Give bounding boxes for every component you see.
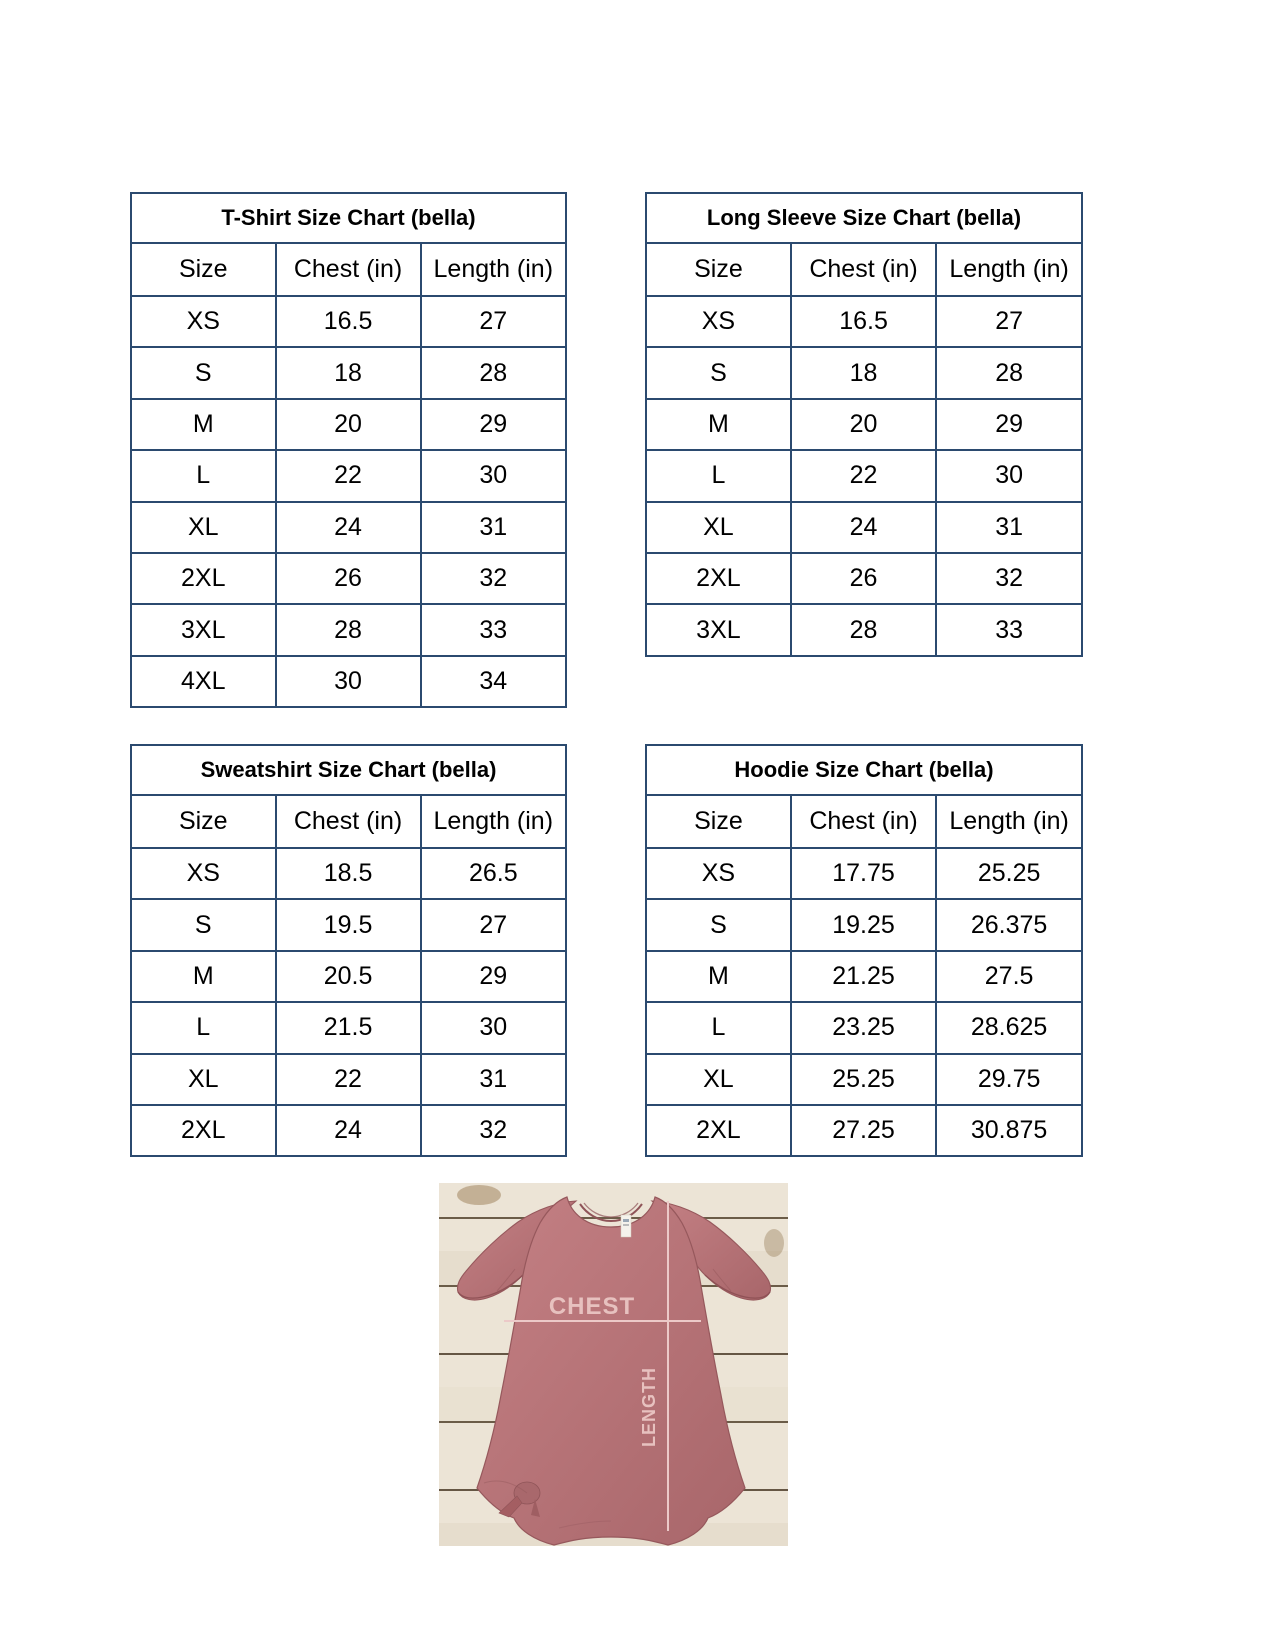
- svg-text:LENGTH: LENGTH: [639, 1367, 659, 1447]
- svg-text:CHEST: CHEST: [549, 1293, 635, 1320]
